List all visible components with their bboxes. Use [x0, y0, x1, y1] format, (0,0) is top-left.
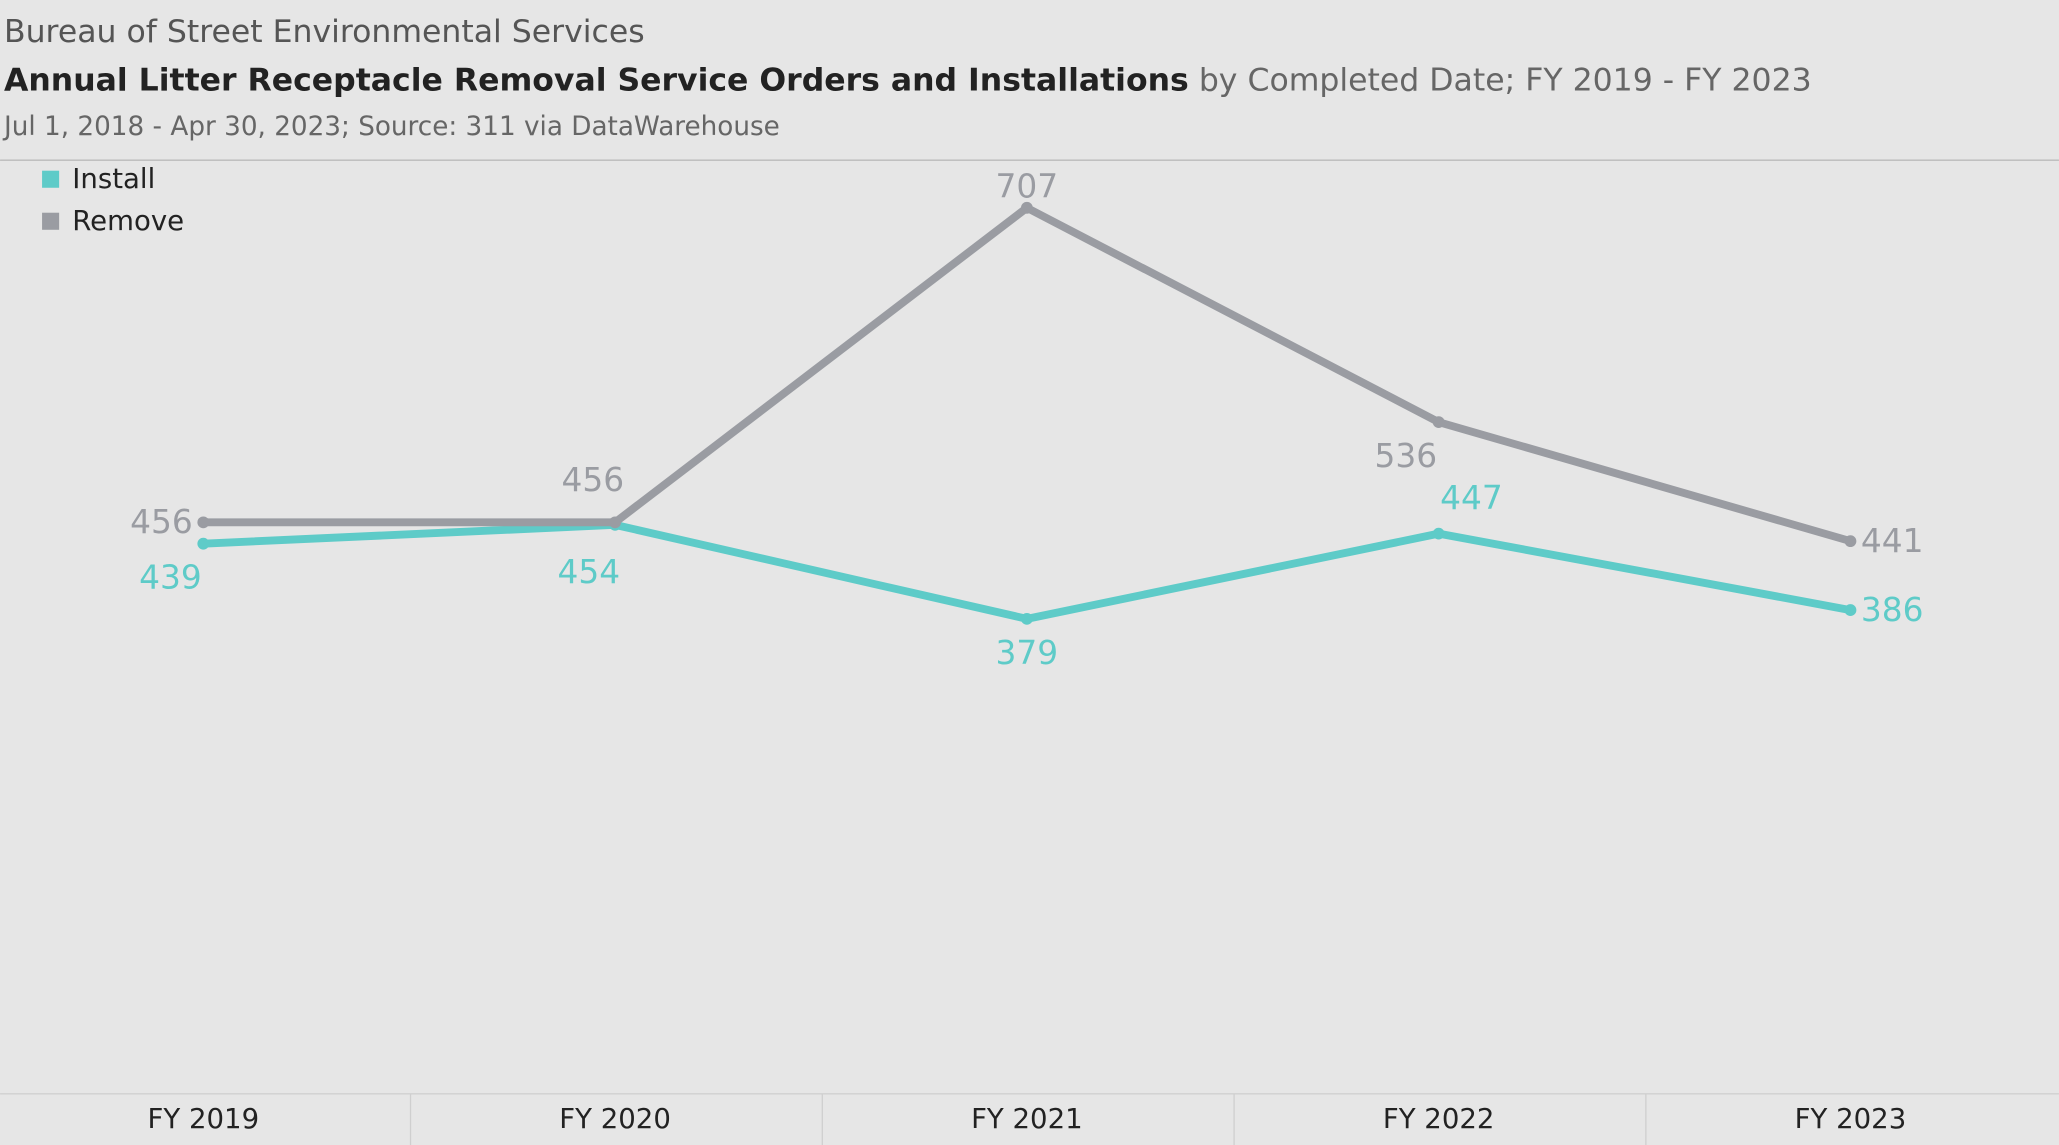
- x-tick-label: FY 2020: [559, 1102, 671, 1135]
- data-point: [197, 516, 210, 529]
- legend-label: Remove: [72, 204, 184, 237]
- x-tick-label: FY 2022: [1383, 1102, 1495, 1135]
- data-label: 707: [996, 168, 1059, 206]
- data-point: [1432, 416, 1445, 429]
- chart-title-detail: by Completed Date; FY 2019 - FY 2023: [1199, 62, 1812, 98]
- legend-swatch: [42, 170, 60, 188]
- data-label: 441: [1861, 522, 1924, 560]
- chart-title: Annual Litter Receptacle Removal Service…: [4, 62, 1189, 98]
- data-label: 456: [130, 503, 193, 541]
- header: Bureau of Street Environmental Services: [4, 14, 645, 50]
- data-label: 447: [1440, 479, 1503, 517]
- data-point: [609, 516, 622, 529]
- x-tick-label: FY 2019: [148, 1102, 260, 1135]
- data-point: [1020, 612, 1033, 625]
- data-label: 379: [996, 634, 1059, 672]
- x-tick-label: FY 2021: [971, 1102, 1083, 1135]
- data-point: [197, 537, 210, 550]
- data-label: 536: [1375, 437, 1438, 475]
- data-label: 386: [1861, 591, 1924, 629]
- data-point: [1020, 201, 1033, 214]
- data-label: 456: [561, 461, 624, 499]
- chart-title-line: Annual Litter Receptacle Removal Service…: [4, 62, 1812, 98]
- x-tick-label: FY 2023: [1795, 1102, 1907, 1135]
- legend-label: Install: [72, 162, 155, 195]
- legend-swatch: [42, 212, 60, 230]
- data-point: [1844, 535, 1857, 548]
- data-point: [1844, 604, 1857, 616]
- data-label: 439: [139, 559, 202, 597]
- subtitle: Jul 1, 2018 - Apr 30, 2023; Source: 311 …: [2, 112, 780, 142]
- data-point: [1432, 527, 1445, 540]
- data-label: 454: [558, 553, 621, 591]
